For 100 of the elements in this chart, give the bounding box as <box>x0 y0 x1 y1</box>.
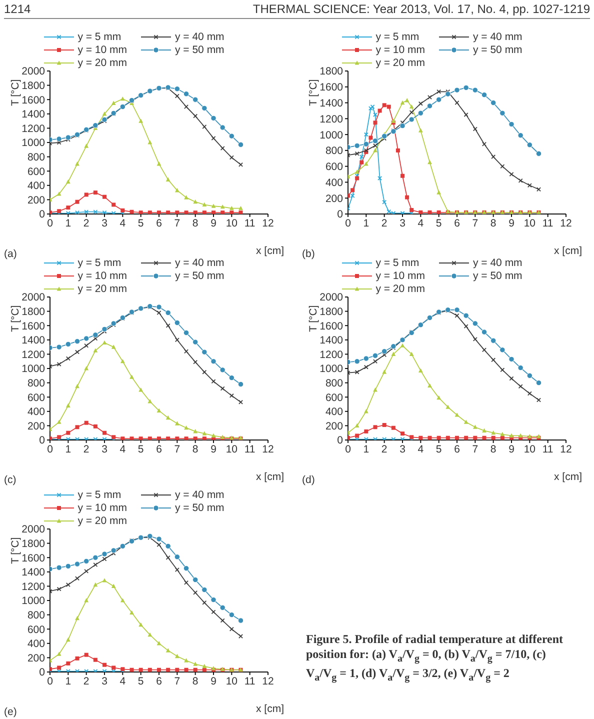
y-tick-label: 400 <box>27 406 46 418</box>
y-tick-label: 600 <box>27 392 46 404</box>
text: (d) <box>302 474 315 486</box>
legend-label: y = 10 mm <box>376 270 425 282</box>
y-tick-label: 2000 <box>22 66 46 78</box>
y-tick-label: 2000 <box>320 292 344 304</box>
y-tick-label: 400 <box>27 638 46 650</box>
y-tick-label: 1800 <box>22 80 46 92</box>
x-tick-label: 1 <box>363 443 370 456</box>
x-tick-label: 0 <box>47 217 54 230</box>
y-tick-label: 200 <box>325 420 344 432</box>
x-tick-label: 0 <box>345 217 352 230</box>
legend-label: y = 40 mm <box>175 30 224 42</box>
x-tick-label: 0 <box>345 443 352 456</box>
legend-label: y = 20 mm <box>376 282 425 294</box>
text: (a) <box>4 248 17 260</box>
x-axis-title: x [cm] <box>256 245 284 257</box>
x-tick-label: 7 <box>174 675 180 688</box>
text: (e) <box>4 706 17 718</box>
x-tick-label: 6 <box>156 675 162 688</box>
legend-label: y = 50 mm <box>175 502 224 514</box>
x-tick-label: 12 <box>560 443 572 456</box>
x-tick-label: 9 <box>508 443 515 456</box>
x-tick-label: 11 <box>244 675 256 688</box>
x-tick-label: 12 <box>262 443 274 456</box>
x-tick-label: 1 <box>65 443 72 456</box>
x-tick-label: 11 <box>542 217 554 230</box>
y-tick-label: 0 <box>39 666 46 679</box>
text: Figure 5. Profile of radial temperature at different position for: (a) V$_{a}$/V$_{g}$ = 0, (b) V$_{a}$/V$_{g}$ = 7/10, (c) V$_{a}$/V$_{g}$ = 1, (d) V$_{a}$/V$_{g}$ = 3/2, (e) V$_{a}$/V$_{g}$ = 2 <box>306 632 564 684</box>
x-tick-label: 2 <box>83 443 90 456</box>
y-tick-label: 600 <box>27 166 46 178</box>
legend-label: y = 50 mm <box>473 44 522 56</box>
x-tick-label: 2 <box>381 443 388 456</box>
legend-label: y = 20 mm <box>376 56 425 68</box>
y-tick-label: 2000 <box>22 292 46 304</box>
x-tick-label: 0 <box>47 443 54 456</box>
x-tick-label: 9 <box>210 675 217 688</box>
legend-label: y = 5 mm <box>376 30 420 42</box>
y-tick-label: 1600 <box>320 82 344 94</box>
y-tick-label: 200 <box>27 420 46 432</box>
legend-label: y = 40 mm <box>473 256 522 268</box>
x-tick-label: 5 <box>436 217 442 230</box>
x-tick-label: 8 <box>192 217 198 230</box>
x-tick-label: 7 <box>472 217 478 230</box>
y-tick-label: 0 <box>39 434 46 447</box>
y-axis-title: T [°C] <box>9 305 22 332</box>
x-tick-label: 5 <box>138 675 144 688</box>
y-tick-label: 800 <box>27 152 46 164</box>
y-tick-label: 200 <box>27 652 46 664</box>
legend-label: y = 40 mm <box>175 256 224 268</box>
x-tick-label: 5 <box>436 443 442 456</box>
legend-label: y = 40 mm <box>175 488 224 500</box>
legend-label: y = 10 mm <box>78 270 127 282</box>
y-tick-label: 1000 <box>320 129 344 142</box>
x-tick-label: 2 <box>381 217 388 230</box>
y-tick-label: 2000 <box>22 524 46 536</box>
text: 1214 <box>4 2 31 18</box>
y-tick-label: 400 <box>27 180 46 192</box>
x-tick-label: 3 <box>400 217 406 230</box>
y-tick-label: 200 <box>27 194 46 206</box>
y-axis-title: T [°C] <box>9 79 22 106</box>
x-axis-title: x [cm] <box>256 703 284 715</box>
y-tick-label: 1600 <box>22 552 46 564</box>
x-tick-label: 4 <box>120 443 126 456</box>
y-tick-label: 1400 <box>22 334 46 347</box>
x-tick-label: 8 <box>192 443 198 456</box>
x-axis-title: x [cm] <box>554 245 582 257</box>
x-tick-label: 1 <box>363 217 370 230</box>
legend-label: y = 10 mm <box>78 44 127 56</box>
x-tick-label: 0 <box>47 675 54 688</box>
y-tick-label: 600 <box>27 624 46 636</box>
text: THERMAL SCIENCE: Year 2013, Vol. 17, No. 4, pp. 1027-1219 <box>252 2 590 18</box>
x-tick-label: 10 <box>524 443 536 456</box>
y-tick-label: 1400 <box>320 334 344 347</box>
x-tick-label: 5 <box>138 443 144 456</box>
y-axis-title: T [°C] <box>9 537 22 564</box>
x-tick-label: 9 <box>508 217 515 230</box>
x-tick-label: 2 <box>83 217 90 230</box>
x-tick-label: 10 <box>226 675 238 688</box>
legend-label: y = 5 mm <box>78 30 122 42</box>
x-tick-label: 10 <box>524 217 536 230</box>
y-tick-label: 1200 <box>22 348 46 361</box>
legend-label: y = 20 mm <box>78 514 127 526</box>
y-axis-title: T [°C] <box>307 305 320 332</box>
x-tick-label: 7 <box>472 443 478 456</box>
x-tick-label: 9 <box>210 443 217 456</box>
y-tick-label: 800 <box>27 610 46 622</box>
x-tick-label: 6 <box>454 217 460 230</box>
x-tick-label: 1 <box>65 217 72 230</box>
x-axis-title: x [cm] <box>554 471 582 483</box>
x-tick-label: 12 <box>560 217 572 230</box>
x-tick-label: 7 <box>174 443 180 456</box>
y-tick-label: 1400 <box>22 566 46 579</box>
x-tick-label: 6 <box>454 443 460 456</box>
y-tick-label: 1200 <box>22 122 46 135</box>
legend-label: y = 40 mm <box>473 30 522 42</box>
x-tick-label: 2 <box>83 675 90 688</box>
legend-label: y = 20 mm <box>78 282 127 294</box>
x-axis-title: x [cm] <box>256 471 284 483</box>
y-tick-label: 1200 <box>22 580 46 593</box>
